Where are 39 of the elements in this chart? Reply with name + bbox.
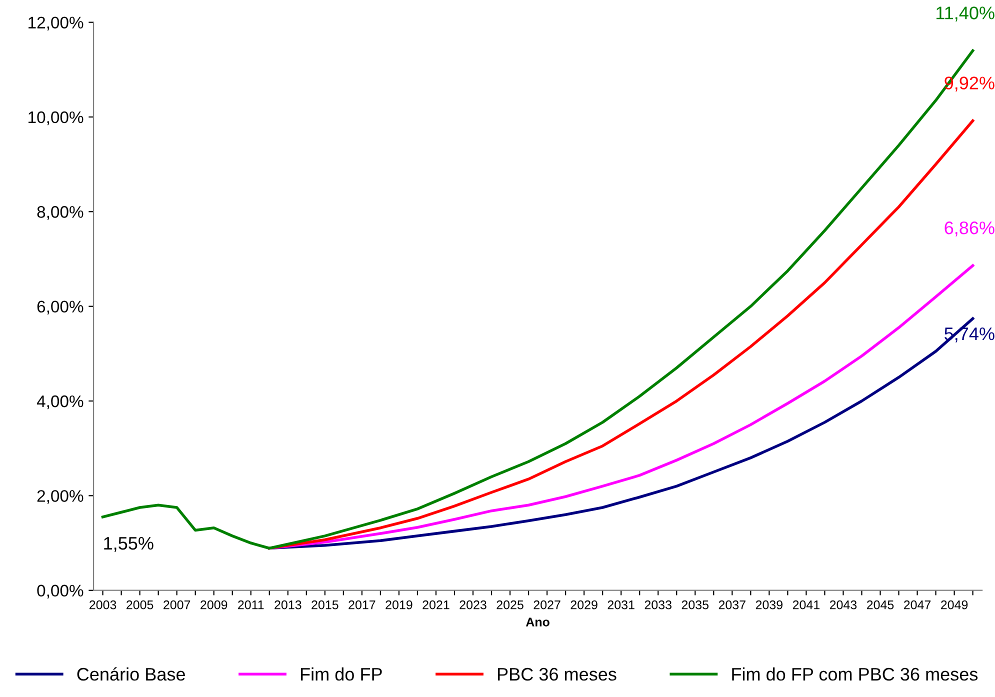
x-tick-label: 2023 xyxy=(460,600,486,610)
y-tick-label: 10,00% xyxy=(28,111,84,126)
x-tick-label: 2009 xyxy=(200,600,228,610)
y-tick-label: 6,00% xyxy=(37,300,84,315)
x-tick-label: 2013 xyxy=(274,600,302,610)
x-tick-label: 2017 xyxy=(348,600,376,610)
y-tick-label: 12,00% xyxy=(28,16,84,30)
y-tick-label: 2,00% xyxy=(37,490,84,504)
data-label: 6,86% xyxy=(944,221,994,236)
legend-label: Cenário Base xyxy=(77,667,185,681)
x-tick-label: 2005 xyxy=(126,600,154,610)
data-label: 11,40% xyxy=(936,6,994,22)
legend-label: Fim do FP xyxy=(301,667,382,681)
x-tick-label: 2019 xyxy=(386,600,412,610)
x-tick-label: 2025 xyxy=(496,600,524,610)
x-tick-label: 2031 xyxy=(608,600,634,610)
x-tick-label: 2007 xyxy=(164,600,190,610)
x-tick-label: 2021 xyxy=(422,600,450,610)
x-tick-label: 2039 xyxy=(756,600,782,610)
x-tick-label: 2041 xyxy=(792,600,820,610)
x-axis-title: Ano xyxy=(526,618,550,626)
x-tick-label: 2029 xyxy=(570,600,598,610)
x-tick-label: 2045 xyxy=(866,600,894,610)
x-tick-label: 2035 xyxy=(682,600,709,610)
y-tick-label: 4,00% xyxy=(36,395,84,410)
legend-label: Fim do FP com PBC 36 meses xyxy=(732,667,978,681)
x-tick-label: 2037 xyxy=(718,600,746,610)
x-tick-label: 2015 xyxy=(312,600,338,610)
annotation: 1,55% xyxy=(104,536,154,552)
x-tick-label: 2003 xyxy=(90,600,116,610)
x-tick-label: 2047 xyxy=(904,600,931,610)
x-tick-label: 2033 xyxy=(644,600,672,610)
y-tick-label: 0,00% xyxy=(37,584,84,599)
y-tick-label: 8,00% xyxy=(37,206,84,220)
x-tick-label: 2043 xyxy=(830,600,857,610)
x-tick-label: 2011 xyxy=(238,600,264,610)
x-tick-label: 2049 xyxy=(941,600,968,610)
legend-label: PBC 36 meses xyxy=(498,668,616,681)
x-tick-label: 2027 xyxy=(534,600,560,610)
